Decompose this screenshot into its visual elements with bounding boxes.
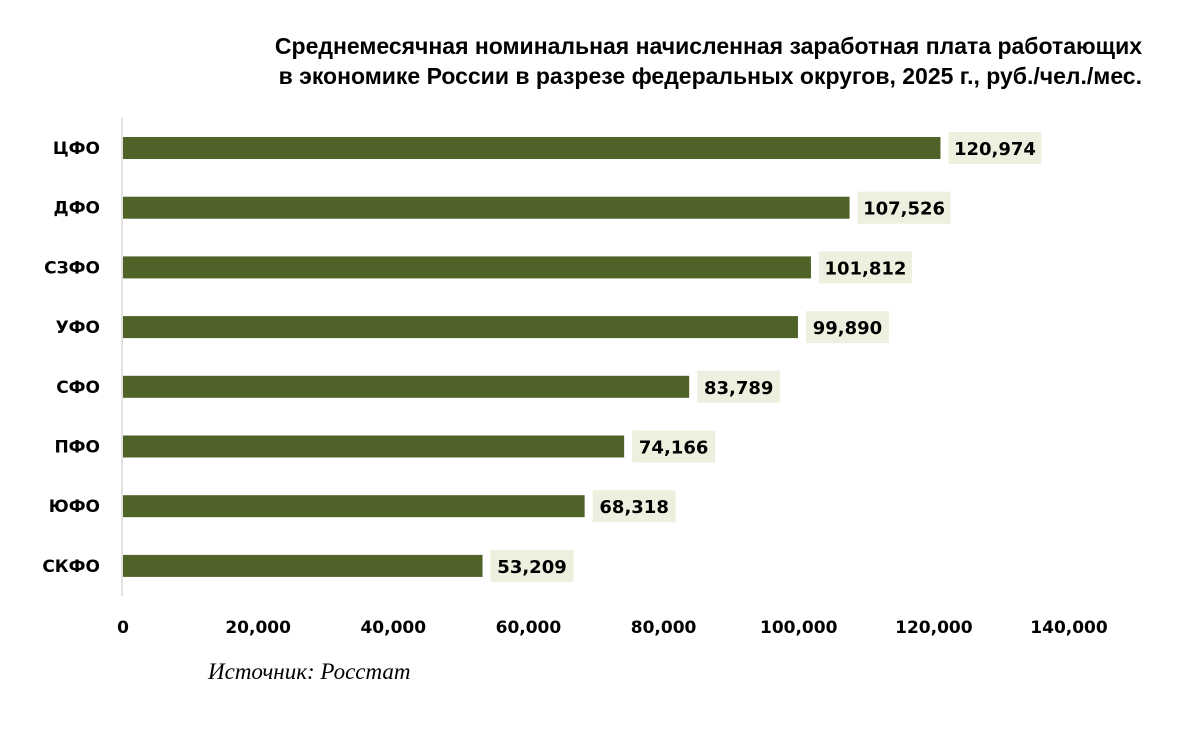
category-label-2: ДФО <box>54 199 100 219</box>
chart-title-line-2: в экономике России в разрезе федеральных… <box>279 63 1142 89</box>
x-tick-label-6: 100,000 <box>760 618 838 638</box>
data-label-bg-4 <box>805 311 889 344</box>
bar-2 <box>123 196 850 219</box>
bar-8 <box>123 554 483 577</box>
data-label-8: 53,209 <box>497 557 566 578</box>
x-tick-label-1: 0 <box>117 618 129 638</box>
data-label-7: 68,318 <box>599 497 668 518</box>
bar-6 <box>123 435 625 458</box>
chart-title-line-1: Среднемесячная номинальная начисленная з… <box>275 33 1142 59</box>
bar-3 <box>123 256 811 279</box>
category-label-5: СФО <box>56 378 100 398</box>
category-label-1: ЦФО <box>53 139 100 159</box>
data-label-5: 83,789 <box>704 378 773 399</box>
x-tick-label-7: 120,000 <box>895 618 973 638</box>
x-tick-label-8: 140,000 <box>1030 618 1108 638</box>
category-label-3: СЗФО <box>44 258 100 278</box>
category-label-4: УФО <box>56 318 100 338</box>
data-label-6: 74,166 <box>639 438 708 459</box>
category-label-7: ЮФО <box>49 497 100 517</box>
data-label-3: 101,812 <box>824 258 906 279</box>
bar-7 <box>123 495 585 518</box>
x-tick-label-4: 60,000 <box>496 618 562 638</box>
bar-4 <box>123 316 798 339</box>
data-label-bg-1 <box>948 132 1042 164</box>
data-label-bg-5 <box>697 370 781 403</box>
bar-1 <box>123 137 941 159</box>
x-axis-ticks: 0 20,000 40,000 60,000 80,000 100,000 120,000 1… <box>117 618 1108 638</box>
source-note: Источник: Росстат <box>207 659 411 684</box>
bars-group: ЦФО 120,974 ДФО 107,526 СЗФО 101,812 УФО 99,890… <box>42 132 1042 582</box>
x-tick-label-5: 80,000 <box>631 618 697 638</box>
data-label-4: 99,890 <box>813 318 882 339</box>
bar-5 <box>123 375 690 398</box>
category-label-6: ПФО <box>54 438 100 458</box>
data-label-bg-7 <box>592 490 676 523</box>
data-label-bg-3 <box>818 251 912 284</box>
data-label-1: 120,974 <box>954 139 1036 160</box>
category-label-8: СКФО <box>42 557 100 577</box>
x-tick-label-3: 40,000 <box>360 618 426 638</box>
data-label-bg-2 <box>857 191 951 224</box>
x-tick-label-2: 20,000 <box>225 618 291 638</box>
data-label-2: 107,526 <box>863 199 945 220</box>
data-label-bg-6 <box>632 430 716 463</box>
data-label-bg-8 <box>490 549 574 582</box>
